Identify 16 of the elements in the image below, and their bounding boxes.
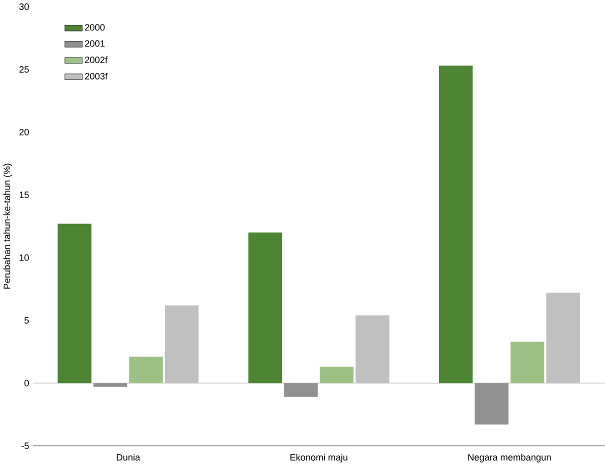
y-tick-label: 15 <box>20 192 29 198</box>
y-tick-label: 30 <box>19 3 29 10</box>
x-tick-label: Negara membangun <box>468 454 551 462</box>
y-tick-label: 10 <box>20 254 29 261</box>
y-tick-label: -5 <box>21 442 29 450</box>
legend-label: 2003f <box>85 72 108 80</box>
y-tick-label: 5 <box>24 317 29 324</box>
legend-label: 2002f <box>85 56 108 64</box>
y-axis-title: Perubahan tahun-ke-tahun (%) <box>3 164 12 289</box>
legend-label: 2001 <box>85 40 105 47</box>
y-tick-label: 0 <box>24 380 29 386</box>
y-tick-label: 25 <box>19 66 29 73</box>
x-tick-label: Dunia <box>116 454 140 461</box>
y-tick-label: 20 <box>19 128 29 136</box>
legend-label: 2000 <box>85 24 105 31</box>
x-tick-label: Ekonomi maju <box>290 454 348 462</box>
